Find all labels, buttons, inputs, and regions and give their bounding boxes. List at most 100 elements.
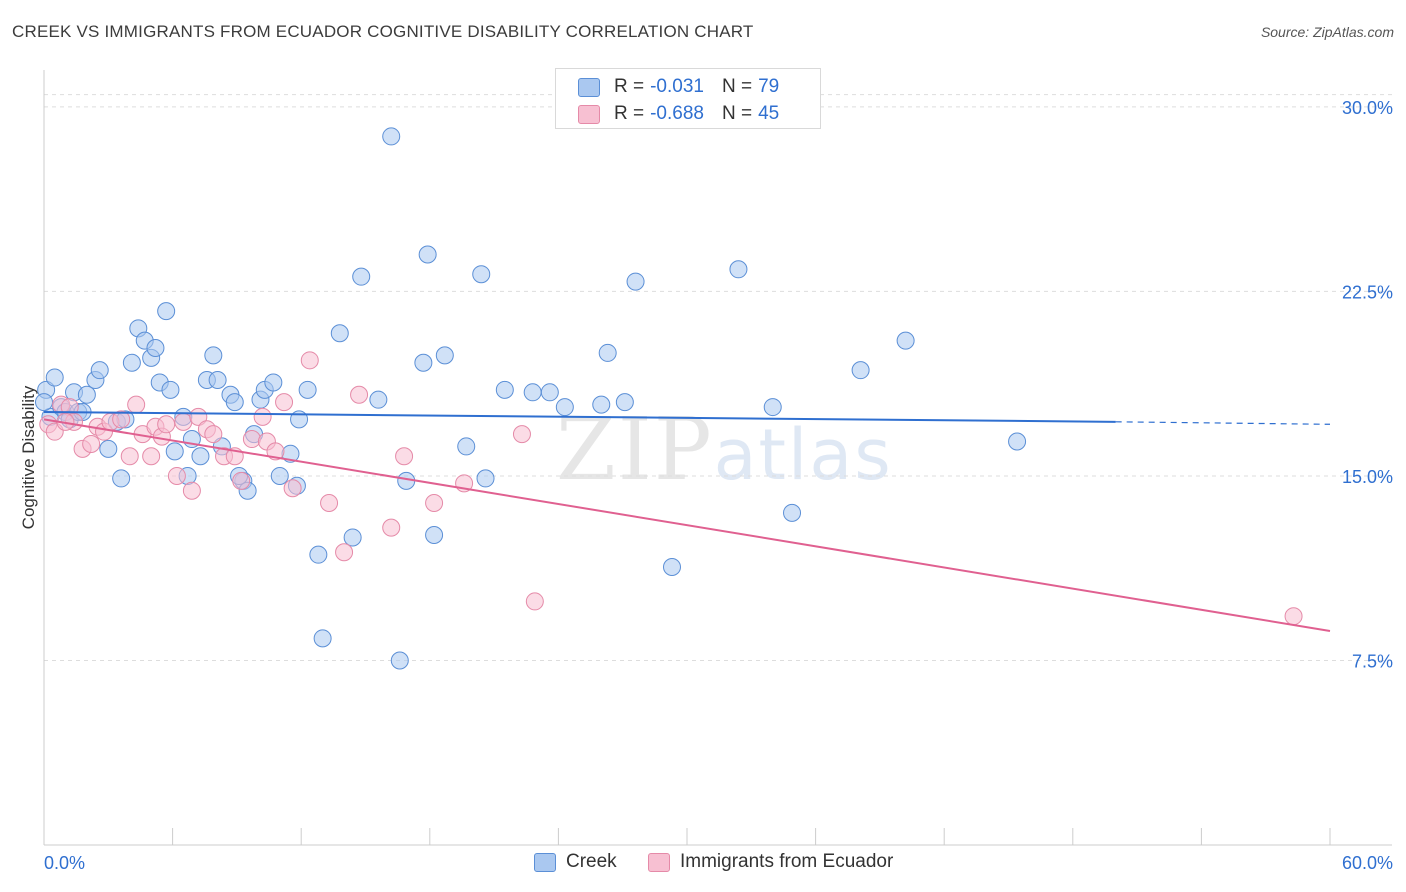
watermark-atlas: atlas	[713, 414, 893, 496]
creek-point	[35, 393, 53, 412]
creek-n-label: N =	[721, 76, 753, 97]
ecuador-swatch	[578, 104, 600, 124]
creek-point	[476, 469, 495, 488]
creek-point	[157, 302, 176, 321]
creek-point	[425, 526, 444, 544]
ecuador-point	[112, 410, 131, 429]
creek-point	[763, 398, 782, 417]
creek-point	[165, 442, 184, 461]
ecuador-point	[525, 592, 544, 611]
ecuador-point	[127, 395, 146, 414]
creek-point	[435, 346, 454, 365]
x-tick-label: 60.0%	[1342, 853, 1393, 873]
y-axis-label: Cognitive Disability	[19, 385, 38, 529]
ecuador-point	[382, 518, 401, 537]
creek-point	[77, 385, 96, 404]
x-tick-label: 0.0%	[44, 853, 85, 873]
ecuador-point	[204, 425, 223, 444]
creek-point	[352, 267, 371, 286]
creek-point	[99, 439, 118, 458]
creek-point	[45, 368, 64, 387]
creek-point	[146, 339, 165, 358]
ecuador-r-label: R =	[614, 103, 645, 124]
ecuador-point	[157, 415, 176, 434]
chart-title: CREEK VS IMMIGRANTS FROM ECUADOR COGNITI…	[12, 22, 754, 41]
creek-point	[122, 353, 141, 372]
creek-point	[662, 557, 681, 576]
creek-trend-extension	[1115, 421, 1331, 425]
creek-point	[204, 346, 223, 365]
ecuador-point	[425, 494, 444, 513]
ecuador-point	[395, 447, 414, 466]
bottom-legend-creek: Creek	[534, 851, 617, 873]
creek-point	[523, 383, 542, 402]
creek-point	[626, 272, 645, 291]
ecuador-n-label: N =	[721, 103, 753, 124]
creek-point	[540, 383, 559, 402]
creek-point	[555, 398, 574, 417]
creek-point	[298, 380, 317, 399]
ecuador-point	[350, 385, 369, 404]
creek-point	[161, 380, 180, 399]
ecuador-point	[300, 351, 319, 370]
legend-row-ecuador: R = -0.688 N = 45	[578, 102, 779, 126]
ecuador-point	[1284, 607, 1303, 626]
creek-point	[783, 503, 802, 522]
ecuador-point	[242, 430, 261, 449]
creek-n-value: 79	[758, 76, 780, 97]
creek-point	[414, 353, 433, 372]
ecuador-point	[82, 434, 101, 453]
ecuador-point	[182, 481, 201, 500]
ecuador-point	[320, 494, 339, 513]
ecuador-point	[174, 412, 193, 431]
creek-point	[313, 629, 332, 648]
creek-point	[495, 380, 514, 399]
ecuador-point	[283, 479, 302, 498]
ecuador-r-value: -0.688	[650, 103, 704, 124]
legend-row-creek: R = -0.031 N = 79	[578, 75, 779, 99]
ecuador-point	[253, 407, 272, 426]
creek-point	[330, 324, 349, 343]
ecuador-point	[120, 447, 139, 466]
creek-point	[390, 651, 409, 670]
creek-point	[418, 245, 437, 264]
correlation-legend: R = -0.031 N = 79 R = -0.688 N = 45	[555, 68, 821, 129]
creek-point	[472, 265, 491, 284]
creek-point	[592, 395, 611, 414]
bottom-ecuador-label: Immigrants from Ecuador	[680, 851, 894, 872]
creek-point	[615, 393, 634, 412]
ecuador-n-value: 45	[758, 103, 780, 124]
bottom-creek-label: Creek	[566, 851, 617, 872]
ecuador-point	[275, 393, 294, 412]
creek-point	[729, 260, 748, 279]
creek-swatch	[578, 77, 600, 97]
creek-point	[270, 466, 289, 485]
creek-point	[382, 127, 401, 146]
ecuador-point	[142, 447, 161, 466]
ecuador-point	[167, 466, 186, 485]
ecuador-point	[335, 543, 354, 562]
y-tick-label: 30.0%	[1342, 98, 1393, 118]
creek-point	[343, 528, 362, 547]
creek-point	[851, 361, 870, 380]
creek-point	[225, 393, 244, 412]
creek-point	[90, 361, 109, 380]
creek-point	[896, 331, 915, 350]
creek-point	[264, 373, 283, 392]
creek-point	[369, 390, 388, 409]
creek-point	[1008, 432, 1027, 451]
creek-point	[598, 343, 617, 362]
y-tick-label: 7.5%	[1352, 651, 1393, 671]
source-label: Source: ZipAtlas.com	[1260, 24, 1394, 40]
creek-point	[457, 437, 476, 456]
bottom-creek-swatch	[534, 852, 556, 872]
creek-point	[208, 371, 227, 389]
y-tick-label: 22.5%	[1342, 282, 1393, 302]
creek-point	[112, 469, 131, 488]
bottom-legend-ecuador: Immigrants from Ecuador	[648, 851, 893, 873]
ecuador-point	[266, 442, 285, 461]
creek-point	[191, 447, 210, 466]
bottom-ecuador-swatch	[648, 852, 670, 872]
ecuador-point	[512, 425, 531, 444]
